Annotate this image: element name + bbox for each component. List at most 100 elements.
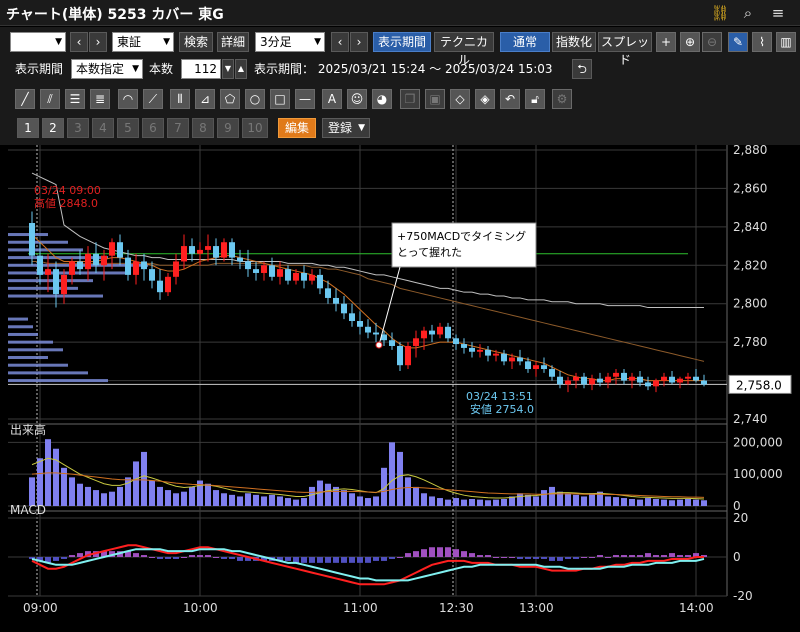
eraser-icon[interactable]: ◇ bbox=[450, 89, 470, 109]
prev-interval-button[interactable]: ‹ bbox=[331, 32, 349, 52]
count-up-button[interactable]: ▲ bbox=[235, 59, 247, 79]
page-tab-5[interactable]: 5 bbox=[117, 118, 139, 138]
candle bbox=[149, 269, 155, 281]
macd-histogram-bar bbox=[69, 555, 75, 557]
next-symbol-button[interactable]: › bbox=[89, 32, 107, 52]
volume-bar bbox=[541, 490, 547, 506]
count-input[interactable]: 112 bbox=[181, 59, 221, 79]
candle bbox=[189, 246, 195, 254]
search-button[interactable]: 検索 bbox=[179, 32, 213, 52]
candle bbox=[421, 330, 427, 339]
volume-bar bbox=[429, 496, 435, 506]
candle bbox=[229, 242, 235, 258]
symbol-select[interactable]: ▼ bbox=[10, 32, 66, 52]
crosshair-icon[interactable]: + bbox=[656, 32, 676, 52]
macd-histogram-bar bbox=[301, 557, 307, 563]
bar-chart-icon[interactable]: ▥ bbox=[776, 32, 796, 52]
macd-histogram-bar bbox=[229, 557, 235, 559]
macd-histogram-bar bbox=[405, 553, 411, 557]
fib-icon[interactable]: ≣ bbox=[90, 89, 110, 109]
count-label: 本数 bbox=[149, 62, 174, 76]
edit-button[interactable]: 編集 bbox=[278, 118, 316, 138]
time-tick-label: 12:30 bbox=[439, 601, 474, 615]
chart-area[interactable]: 2,7402,7602,7802,8002,8202,8402,8602,880… bbox=[0, 145, 800, 632]
volume-bar bbox=[77, 483, 83, 506]
volume-bar bbox=[397, 451, 403, 506]
candle bbox=[261, 265, 267, 273]
vlines-icon[interactable]: ⦀ bbox=[170, 89, 190, 109]
prev-symbol-button[interactable]: ‹ bbox=[70, 32, 88, 52]
fan-icon[interactable]: ⟋ bbox=[143, 89, 163, 109]
lock-icon[interactable]: 🔓︎ bbox=[525, 89, 545, 109]
page-tab-7[interactable]: 7 bbox=[167, 118, 189, 138]
page-tab-8[interactable]: 8 bbox=[192, 118, 214, 138]
palette-icon[interactable]: ◕ bbox=[372, 89, 392, 109]
page-tab-4[interactable]: 4 bbox=[92, 118, 114, 138]
arc-icon[interactable]: ◠ bbox=[118, 89, 138, 109]
search-icon[interactable]: ⌕ bbox=[743, 4, 753, 22]
candle bbox=[669, 376, 675, 383]
volume-bar bbox=[461, 499, 467, 506]
candle bbox=[301, 272, 307, 281]
page-tab-3[interactable]: 3 bbox=[67, 118, 89, 138]
spread-button[interactable]: スプレッド bbox=[598, 32, 652, 67]
page-tab-10[interactable]: 10 bbox=[242, 118, 268, 138]
display-range: 表示期間： 2025/03/21 15:24 ～ 2025/03/24 15:0… bbox=[254, 62, 553, 76]
normal-button[interactable]: 通常 bbox=[500, 32, 550, 52]
channel-icon[interactable]: ⫽ bbox=[40, 89, 60, 109]
index-button[interactable]: 指数化 bbox=[552, 32, 596, 52]
page-tab-1[interactable]: 1 bbox=[17, 118, 39, 138]
candle bbox=[685, 376, 691, 379]
current-price-tag bbox=[728, 374, 792, 394]
reload-icon[interactable]: ⮌ bbox=[572, 59, 592, 79]
volume-profile-bar bbox=[8, 371, 88, 375]
gear-icon[interactable]: ⚙ bbox=[552, 89, 572, 109]
hlines-icon[interactable]: ☰ bbox=[65, 89, 85, 109]
register-button[interactable]: 登録 ▼ bbox=[322, 118, 370, 138]
gann-icon[interactable]: ⊿ bbox=[195, 89, 215, 109]
macd-histogram-bar bbox=[421, 549, 427, 557]
menu-icon[interactable]: ≡ bbox=[771, 4, 785, 22]
pen-icon[interactable]: ✎ bbox=[728, 32, 748, 52]
candle bbox=[389, 340, 395, 346]
text-icon[interactable]: A bbox=[322, 89, 342, 109]
interval-select[interactable]: 3分足 ▼ bbox=[255, 32, 325, 52]
rectangle-icon[interactable]: □ bbox=[270, 89, 290, 109]
link-icon[interactable]: ⛓ bbox=[710, 4, 730, 22]
pentagon-icon[interactable]: ⬠ bbox=[220, 89, 240, 109]
page-tab-6[interactable]: 6 bbox=[142, 118, 164, 138]
trendline-icon[interactable]: ╱ bbox=[15, 89, 35, 109]
stamp-icon[interactable]: ☺ bbox=[347, 89, 367, 109]
time-tick-label: 13:00 bbox=[519, 601, 554, 615]
candle bbox=[581, 376, 587, 385]
circle-icon[interactable]: ○ bbox=[245, 89, 265, 109]
volume-profile-bar bbox=[8, 325, 33, 329]
volume-tick-label: 100,000 bbox=[733, 467, 783, 481]
count-down-button[interactable]: ▼ bbox=[222, 59, 234, 79]
macd-histogram-bar bbox=[165, 557, 171, 559]
time-axis: 09:00 10:00 11:00 12:30 13:00 14:00 bbox=[23, 601, 714, 615]
page-tab-2[interactable]: 2 bbox=[42, 118, 64, 138]
eraser-all-icon[interactable]: ◈ bbox=[475, 89, 495, 109]
zoom-out-icon[interactable]: ⊖ bbox=[702, 32, 722, 52]
detail-button[interactable]: 詳細 bbox=[217, 32, 249, 52]
candle bbox=[285, 269, 291, 281]
undo-icon[interactable]: ↶ bbox=[500, 89, 520, 109]
page-tab-9[interactable]: 9 bbox=[217, 118, 239, 138]
candle bbox=[549, 369, 555, 377]
next-interval-button[interactable]: › bbox=[350, 32, 368, 52]
copy-icon[interactable]: ❐ bbox=[400, 89, 420, 109]
zoom-in-icon[interactable]: ⊕ bbox=[680, 32, 700, 52]
candle bbox=[645, 382, 651, 387]
macd-histogram-bar bbox=[309, 557, 315, 563]
period-mode-select[interactable]: 本数指定 ▼ bbox=[71, 59, 143, 79]
volume-profile-bar bbox=[8, 340, 53, 344]
candle bbox=[693, 376, 699, 381]
display-period-button[interactable]: 表示期間 bbox=[373, 32, 431, 52]
paste-icon[interactable]: ▣ bbox=[425, 89, 445, 109]
candle bbox=[525, 361, 531, 370]
chart-line-icon[interactable]: ⌇ bbox=[752, 32, 772, 52]
market-select[interactable]: 東証 ▼ bbox=[112, 32, 174, 52]
technical-button[interactable]: テクニカル bbox=[434, 32, 494, 67]
hline-icon[interactable]: — bbox=[295, 89, 315, 109]
